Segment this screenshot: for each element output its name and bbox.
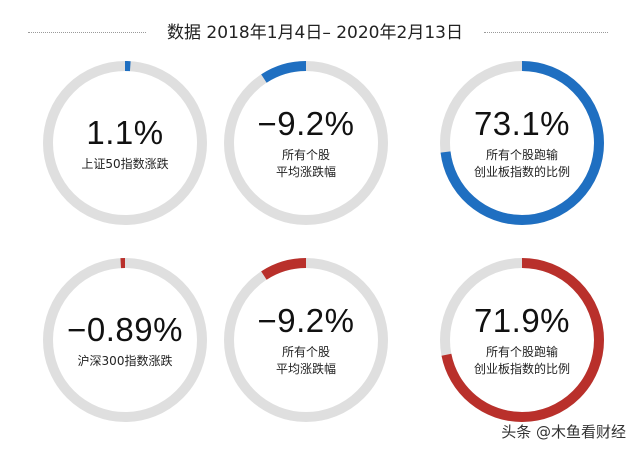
ring-chart: −9.2% 所有个股平均涨跌幅 <box>221 58 391 228</box>
ring-caption: 平均涨跌幅 <box>275 362 336 376</box>
ring-caption: 所有个股跑输 <box>485 345 558 359</box>
ring-chart: 71.9% 所有个股跑输 创业板指数的比例 <box>437 255 607 425</box>
ring-caption: 所有个股 <box>281 345 330 359</box>
ring-value-label: −9.2% <box>257 302 355 339</box>
ring-caption: 沪深300指数涨跌 <box>77 353 173 368</box>
ring-value-arc <box>440 258 604 422</box>
ring-svg <box>440 61 604 225</box>
ring-value-label: −9.2% <box>257 105 355 142</box>
header-rule-left <box>28 32 146 33</box>
ring-svg <box>43 258 207 422</box>
ring-caption: 平均涨跌幅 <box>275 165 336 179</box>
ring-center-text: 1.1% 上证50指数涨跌 <box>40 58 210 228</box>
ring-center-text: −9.2% 所有个股平均涨跌幅 <box>221 255 391 425</box>
ring-caption: 所有个股 <box>281 148 330 162</box>
ring-svg <box>224 61 388 225</box>
ring-value-label: 73.1% <box>473 105 571 142</box>
ring-svg <box>43 61 207 225</box>
ring-value-label: −0.89% <box>67 310 183 348</box>
ring-center-text: 71.9% 所有个股跑输 创业板指数的比例 <box>437 255 607 425</box>
ring-svg <box>440 258 604 422</box>
ring-value-arc <box>224 61 388 225</box>
page-title: 数据 2018年1月4日– 2020年2月13日 <box>167 23 463 43</box>
ring-value-arc <box>43 258 207 422</box>
ring-value-arc <box>43 61 207 225</box>
ring-caption: 创业板指数的比例 <box>473 165 570 179</box>
header: 数据 2018年1月4日– 2020年2月13日 <box>0 10 640 50</box>
ring-chart: 1.1% 上证50指数涨跌 <box>40 58 210 228</box>
ring-chart: 73.1% 所有个股跑输 创业板指数的比例 <box>437 58 607 228</box>
ring-center-text: −0.89% 沪深300指数涨跌 <box>40 255 210 425</box>
ring-chart: −0.89% 沪深300指数涨跌 <box>40 255 210 425</box>
ring-center-text: −9.2% 所有个股平均涨跌幅 <box>221 58 391 228</box>
ring-chart: −9.2% 所有个股平均涨跌幅 <box>221 255 391 425</box>
footer-source: 头条 @木鱼看财经 <box>501 423 626 441</box>
ring-caption: 上证50指数涨跌 <box>81 156 169 171</box>
ring-svg <box>224 258 388 422</box>
ring-center-text: 73.1% 所有个股跑输 创业板指数的比例 <box>437 58 607 228</box>
ring-value-arc <box>440 61 604 225</box>
ring-value-arc <box>224 258 388 422</box>
ring-caption: 所有个股跑输 <box>485 148 558 162</box>
header-rule-right <box>484 32 608 33</box>
ring-value-label: 71.9% <box>473 302 571 339</box>
ring-caption: 创业板指数的比例 <box>473 362 570 376</box>
ring-value-label: 1.1% <box>86 113 164 151</box>
